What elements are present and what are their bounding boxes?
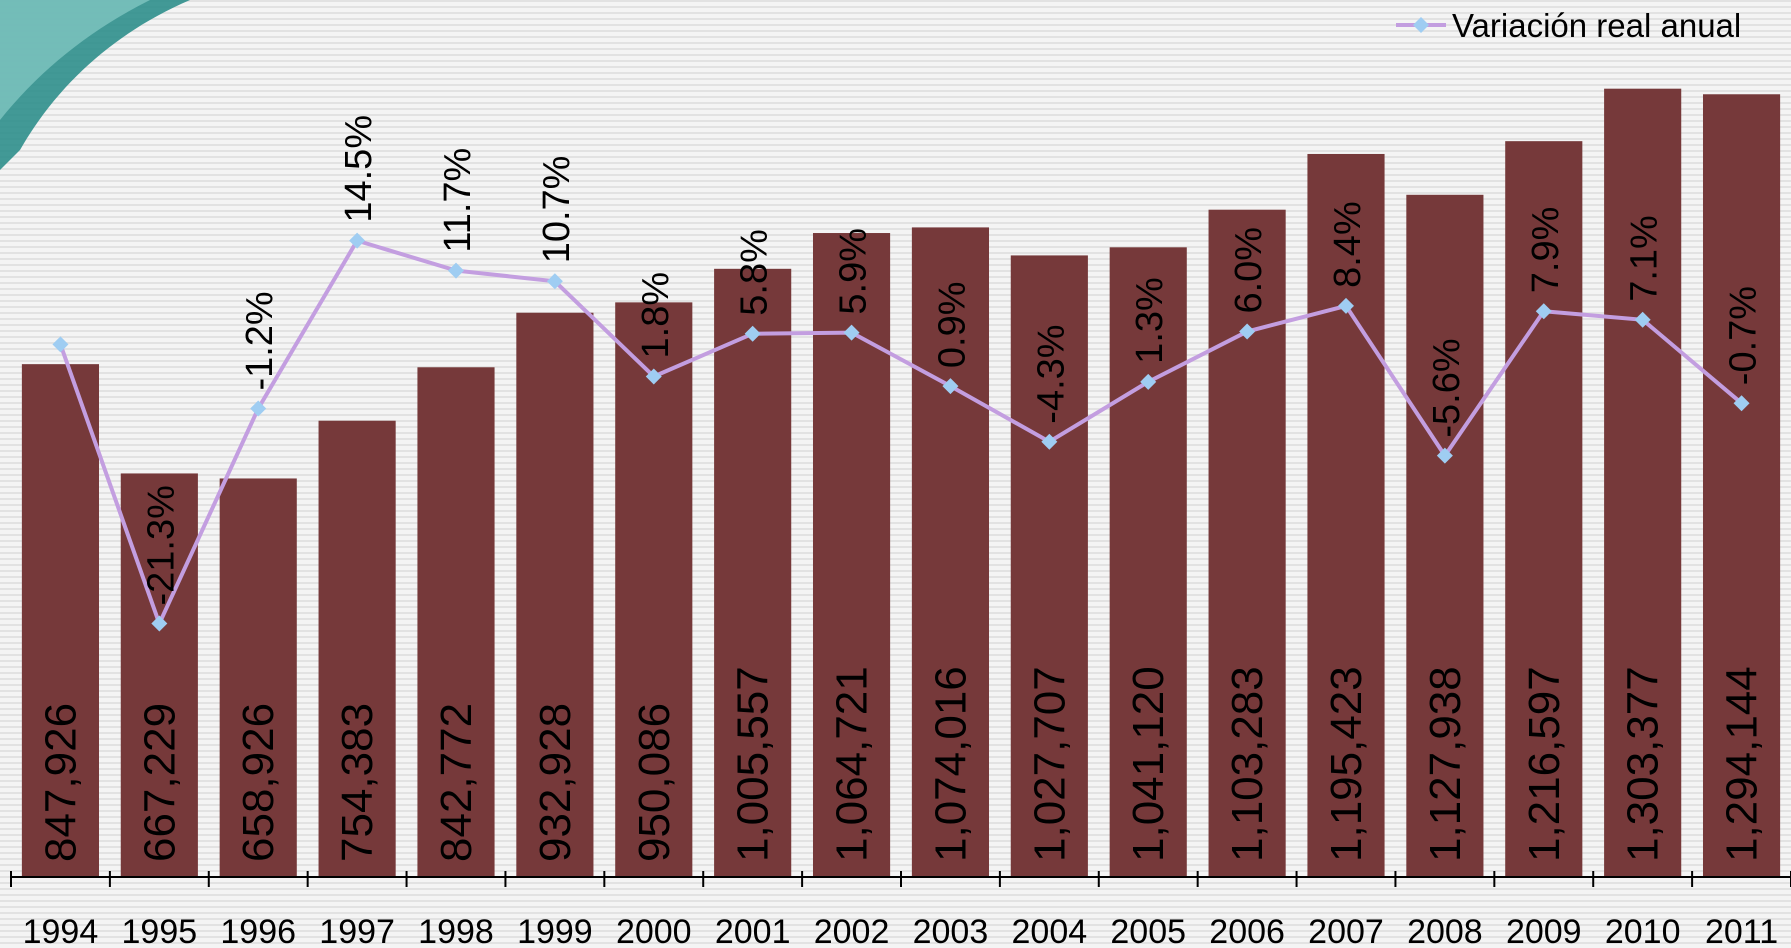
bar-value-label: 932,928 [531, 703, 580, 862]
bar-value-label: 1,127,938 [1421, 666, 1470, 862]
bar-value-label: 1,216,597 [1520, 666, 1569, 862]
line-marker [1535, 303, 1552, 320]
line-marker [1239, 323, 1256, 340]
line-marker [1436, 447, 1453, 464]
bar-value-label: 1,005,557 [729, 666, 778, 862]
bar-value-label: 842,772 [432, 703, 481, 862]
bar [714, 268, 792, 877]
x-tick-label: 1996 [220, 913, 296, 948]
line-marker [250, 400, 267, 417]
x-tick-label: 2001 [715, 913, 791, 948]
bar [911, 227, 990, 877]
line-marker [151, 615, 168, 632]
line-marker [1140, 373, 1157, 390]
x-tick-label: 1999 [517, 913, 593, 948]
line-value-label: 7.1% [1624, 215, 1666, 302]
bar-value-label: 1,027,707 [1025, 666, 1074, 862]
line-value-label: 14.5% [338, 115, 380, 223]
line-value-label: 5.8% [734, 229, 776, 316]
bar-value-label: 754,383 [333, 703, 382, 862]
line-marker [1041, 433, 1058, 450]
line-marker [546, 273, 563, 290]
bar-value-label: 1,103,283 [1223, 666, 1272, 862]
bar [120, 473, 198, 877]
bar-value-label: 667,229 [135, 703, 184, 862]
bar-value-label: 1,195,423 [1322, 666, 1371, 862]
bar [21, 364, 100, 877]
bar [318, 420, 396, 877]
x-tick-label: 2008 [1407, 913, 1483, 948]
decoration [0, 0, 150, 120]
bar-value-label: 1,074,016 [926, 666, 975, 862]
line-marker [1338, 297, 1354, 314]
bar-value-label: 847,926 [36, 703, 85, 862]
line-marker [349, 232, 366, 249]
bar [1702, 94, 1781, 878]
bar [1208, 209, 1286, 878]
bar-value-label: 658,926 [234, 703, 283, 862]
bar [1307, 153, 1385, 877]
x-tick-label: 2009 [1506, 913, 1582, 948]
bar [1505, 141, 1583, 877]
line-value-label: 8.4% [1327, 201, 1369, 288]
line-value-label: -1.2% [239, 291, 281, 390]
line-marker [1733, 395, 1750, 412]
bar-value-label: 1,303,377 [1619, 666, 1668, 862]
bar [1010, 255, 1088, 878]
bar [417, 367, 495, 877]
x-tick-label: 2002 [814, 913, 890, 948]
line-value-label: -21.3% [140, 485, 182, 605]
bar-value-label: 950,086 [630, 703, 679, 862]
x-tick-label: 2011 [1705, 913, 1778, 948]
line-marker [942, 378, 959, 395]
bar-value-label: 1,041,120 [1124, 666, 1173, 862]
bar [516, 312, 594, 878]
x-tick-label: 1998 [418, 913, 494, 948]
line-value-label: 10.7% [536, 156, 578, 264]
x-tick-label: 2006 [1209, 913, 1285, 948]
line-value-label: -5.6% [1426, 338, 1468, 437]
bar-value-label: 1,294,144 [1718, 666, 1767, 862]
x-tick-label: 2003 [913, 913, 989, 948]
x-tick-label: 1997 [319, 913, 395, 948]
line-marker [645, 368, 662, 385]
x-tick-label: 2004 [1012, 913, 1088, 948]
x-tick-label: 1994 [23, 913, 99, 948]
bar-value-label: 1,064,721 [828, 666, 877, 862]
line-marker [1634, 311, 1651, 328]
line-value-label: 7.9% [1525, 207, 1567, 294]
plot-area: 847,926 667,229 658,926 754,383 842,772 932,9… [10, 88, 1791, 948]
line-value-label: 5.9% [833, 228, 875, 315]
line-marker [52, 336, 69, 353]
line-value-label: 0.9% [931, 281, 973, 368]
line-value-label: 11.7% [437, 148, 479, 253]
x-tick-label: 2007 [1308, 913, 1384, 948]
x-tick-label: 2000 [616, 913, 692, 948]
line-value-label: -0.7% [1723, 286, 1765, 385]
line-value-label: 6.0% [1228, 227, 1270, 314]
legend-label: Variación real anual [1452, 7, 1741, 44]
line-marker [843, 324, 860, 341]
line-value-label: 1.3% [1129, 277, 1171, 364]
bar [1109, 247, 1187, 878]
bar [1406, 194, 1484, 877]
x-tick-label: 2005 [1110, 913, 1186, 948]
legend-marker [1413, 17, 1429, 33]
line [58, 238, 1743, 629]
bar [615, 302, 693, 877]
bar [1604, 88, 1682, 877]
line-marker [744, 325, 761, 342]
line-value-label: 1.8% [635, 272, 677, 359]
line-marker [448, 262, 464, 279]
line-value-label: -4.3% [1030, 324, 1072, 423]
bar [219, 478, 297, 877]
x-tick-label: 2010 [1605, 913, 1681, 948]
x-tick-label: 1995 [122, 913, 198, 948]
